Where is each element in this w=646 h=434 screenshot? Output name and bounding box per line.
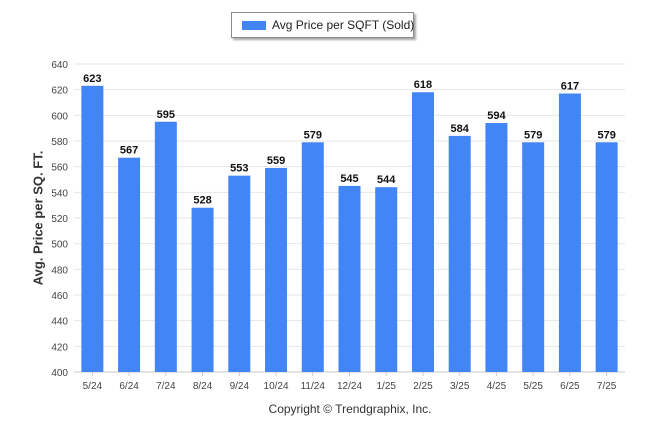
bar <box>522 142 545 372</box>
y-tick-label: 480 <box>51 265 68 276</box>
legend-swatch <box>242 21 266 30</box>
x-tick-label: 9/24 <box>230 381 250 392</box>
x-tick-label: 5/25 <box>523 381 543 392</box>
data-label: 579 <box>304 129 322 141</box>
x-tick-label: 7/24 <box>156 381 176 392</box>
x-tick-label: 10/24 <box>264 381 289 392</box>
x-tick-label: 12/24 <box>337 381 362 392</box>
x-tick-label: 6/24 <box>119 381 139 392</box>
data-label: 579 <box>597 129 615 141</box>
x-tick-label: 5/24 <box>83 381 103 392</box>
data-label: 623 <box>83 73 101 85</box>
bar <box>338 185 361 372</box>
y-tick-label: 540 <box>51 188 68 199</box>
y-tick-label: 460 <box>51 291 68 302</box>
data-label: 567 <box>120 145 138 157</box>
x-tick-label: 4/25 <box>487 381 507 392</box>
data-label: 618 <box>414 79 432 91</box>
data-label: 579 <box>524 129 542 141</box>
y-tick-label: 500 <box>51 240 68 251</box>
data-label: 528 <box>193 195 211 207</box>
y-tick-label: 580 <box>51 137 68 148</box>
legend-label: Avg Price per SQFT (Sold) <box>272 18 415 32</box>
y-tick-label: 560 <box>51 163 68 174</box>
y-tick-label: 400 <box>51 368 68 379</box>
y-tick-label: 440 <box>51 317 68 328</box>
x-tick-label: 6/25 <box>560 381 580 392</box>
data-label: 595 <box>157 109 175 121</box>
bar <box>558 93 581 373</box>
bar <box>411 92 434 372</box>
bar <box>118 157 141 372</box>
x-tick-label: 1/25 <box>376 381 396 392</box>
bar <box>81 85 104 373</box>
bar <box>191 207 214 372</box>
bar <box>485 123 508 373</box>
data-label: 617 <box>561 81 579 93</box>
x-tick-label: 7/25 <box>597 381 617 392</box>
chart-legend: Avg Price per SQFT (Sold) <box>231 12 414 38</box>
y-tick-label: 620 <box>51 86 68 97</box>
data-label: 594 <box>487 110 506 122</box>
bar <box>448 135 471 372</box>
bar <box>301 142 324 372</box>
data-label: 544 <box>377 174 396 186</box>
data-label: 545 <box>340 173 358 185</box>
data-label: 553 <box>230 163 248 175</box>
y-tick-label: 640 <box>51 60 68 71</box>
x-tick-label: 11/24 <box>301 381 326 392</box>
y-tick-label: 420 <box>51 342 68 353</box>
bar <box>595 142 618 372</box>
bar <box>265 167 288 372</box>
data-label: 559 <box>267 155 285 167</box>
bar <box>375 187 398 372</box>
bar <box>154 121 177 372</box>
y-tick-label: 520 <box>51 214 68 225</box>
bar <box>228 175 251 372</box>
y-tick-label: 600 <box>51 111 68 122</box>
x-tick-label: 3/25 <box>450 381 470 392</box>
copyright-credit: Copyright © Trendgraphix, Inc. <box>268 402 432 416</box>
data-label: 584 <box>451 123 470 135</box>
x-tick-label: 2/25 <box>413 381 433 392</box>
x-tick-label: 8/24 <box>193 381 213 392</box>
